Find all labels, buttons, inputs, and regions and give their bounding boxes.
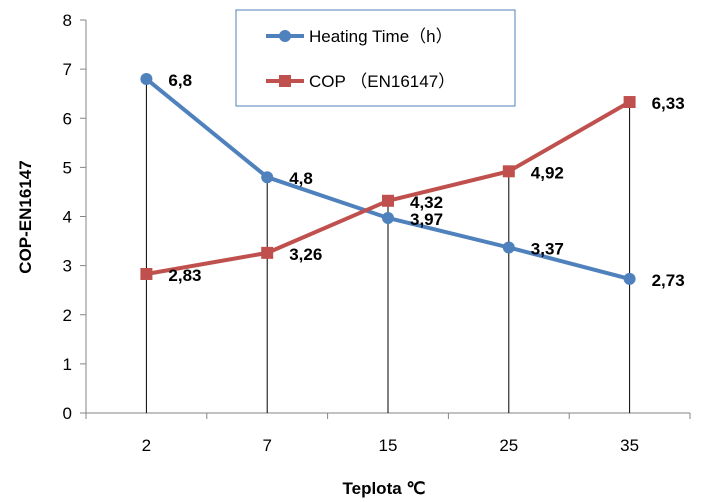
data-labels: 6,8 4,8 3,97 3,37 2,73 2,83 3,26 4,32 4,92 6,33 [168, 71, 684, 290]
legend-marker-heating-time [279, 30, 291, 42]
data-label-cop: 4,32 [410, 193, 443, 212]
point-heating-time [382, 211, 394, 224]
point-cop [261, 246, 274, 259]
y-tick-label: 6 [63, 109, 72, 128]
data-label-heating-time: 3,97 [410, 210, 443, 229]
legend-label-heating-time: Heating Time（h） [309, 27, 453, 46]
point-cop [623, 96, 636, 109]
point-heating-time [261, 171, 274, 184]
data-label-cop: 4,92 [531, 163, 564, 182]
legend-box [235, 9, 516, 107]
y-tick-label: 2 [63, 306, 72, 325]
y-axis-ticks: 0 1 2 3 4 5 6 7 8 [63, 11, 86, 423]
legend-label-cop: COP （EN16147） [309, 72, 455, 91]
data-label-cop: 2,83 [168, 266, 201, 285]
drop-lines [145, 78, 631, 413]
data-label-cop: 6,33 [652, 94, 685, 113]
data-label-cop: 3,26 [289, 245, 322, 264]
y-tick-label: 7 [63, 60, 72, 79]
point-heating-time [623, 272, 636, 285]
data-label-heating-time: 3,37 [531, 239, 564, 258]
y-tick-label: 0 [63, 404, 72, 423]
x-axis-title: Teplota ℃ [343, 479, 426, 498]
y-tick-label: 4 [63, 208, 72, 227]
point-cop [382, 194, 394, 207]
x-tick-label: 35 [620, 436, 639, 455]
y-tick-label: 3 [63, 257, 72, 276]
y-tick-label: 1 [63, 355, 72, 374]
y-tick-label: 8 [63, 11, 72, 30]
legend-item-cop: COP （EN16147） [266, 72, 455, 91]
plot-area: 0 1 2 3 4 5 6 7 8 2 7 15 25 35 6,8 4,8 3,97 3,37 2,73 2,8… [63, 11, 691, 455]
point-heating-time [502, 241, 515, 254]
x-tick-label: 7 [262, 436, 271, 455]
point-cop [140, 267, 153, 280]
y-axis-title: COP-EN16147 [16, 160, 35, 273]
series-layer [140, 72, 636, 285]
data-label-heating-time: 2,73 [652, 271, 685, 290]
legend-item-heating-time: Heating Time（h） [266, 27, 453, 46]
x-tick-label: 25 [499, 436, 518, 455]
point-heating-time [140, 72, 153, 85]
point-cop [502, 165, 515, 178]
x-axis-ticks: 2 7 15 25 35 [85, 413, 691, 455]
x-tick-label: 2 [142, 436, 151, 455]
data-label-heating-time: 6,8 [168, 71, 192, 90]
data-label-heating-time: 4,8 [289, 169, 313, 188]
legend-marker-cop [279, 75, 291, 87]
legend: Heating Time（h） COP （EN16147） [235, 9, 516, 107]
y-tick-label: 5 [63, 158, 72, 177]
x-tick-label: 15 [379, 436, 398, 455]
